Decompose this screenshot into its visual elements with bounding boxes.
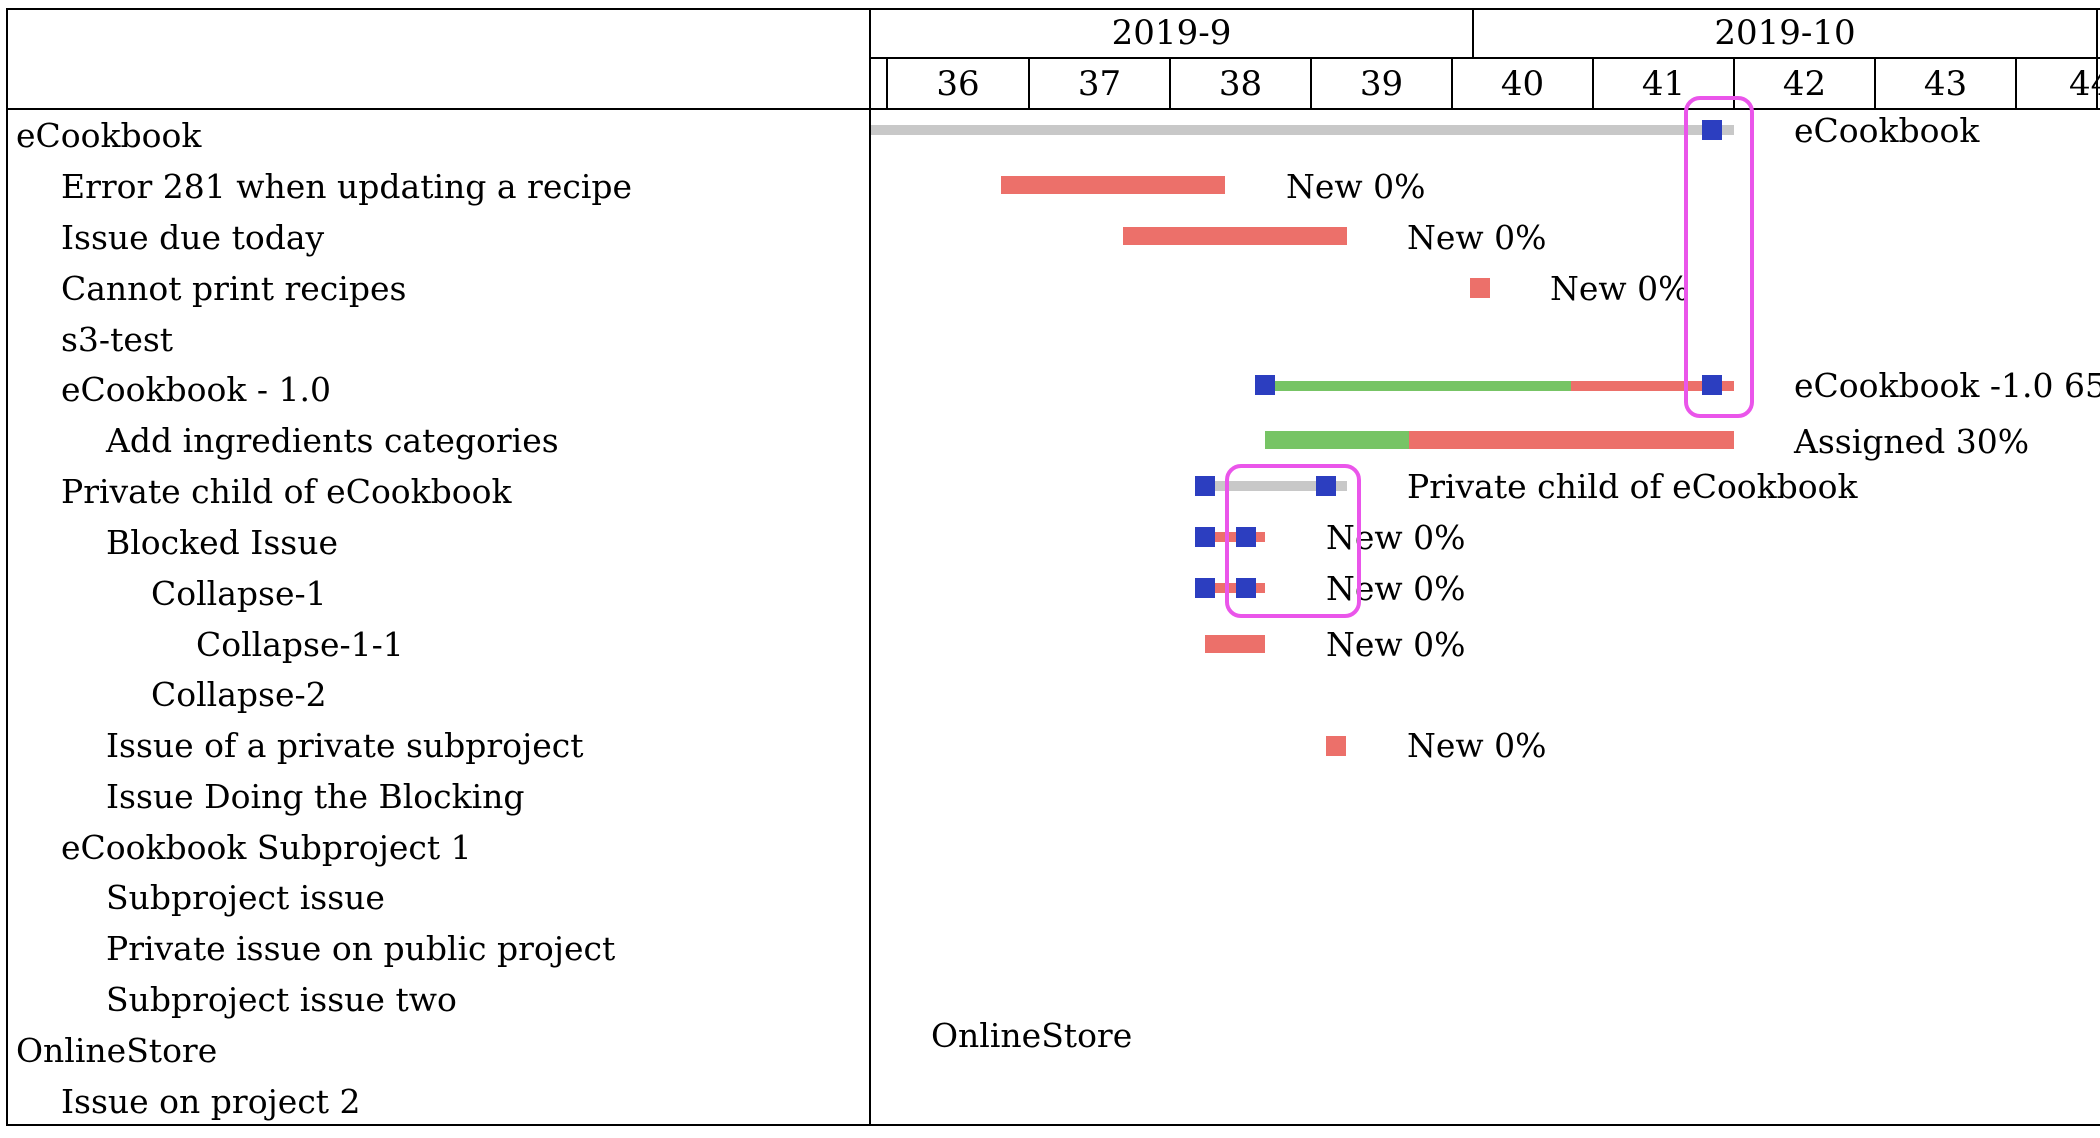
issue-row[interactable]: Subproject issue [106,878,385,917]
bar-label: OnlineStore [931,1016,1133,1055]
project-row-ecookbook[interactable]: eCookbook [16,116,202,155]
subjects-divider[interactable] [869,8,871,1126]
week-separator [2015,58,2017,110]
bar-label: New 0% [1407,726,1547,765]
bar-label: Private child of eCookbook [1407,467,1858,506]
bar-label: New 0% [1550,269,1690,308]
gantt-frame [6,8,2100,1126]
issue-bar-cannot-print[interactable] [1470,278,1490,298]
project-bar-private-child[interactable] [1205,481,1347,491]
milestone-marker[interactable] [1702,120,1722,140]
issue-row[interactable]: Error 281 when updating a recipe [61,167,633,206]
week-separator [1451,58,1453,110]
week-header: 42 [1782,64,1827,104]
issue-row[interactable]: Subproject issue two [106,980,457,1019]
week-header: 38 [1218,64,1263,104]
highlight-box [1225,464,1361,618]
week-header: 36 [936,64,980,104]
week-separator [1028,58,1030,110]
project-start-marker[interactable] [1195,476,1215,496]
week-header: 44 [2069,64,2100,104]
highlight-box [1684,96,1754,418]
week-separator [1310,58,1312,110]
week-separator [1733,58,1735,110]
version-row[interactable]: eCookbook - 1.0 [61,370,331,409]
issue-row[interactable]: Private issue on public project [106,929,616,968]
issue-bar-collapse-1-1[interactable] [1205,635,1265,653]
issue-row[interactable]: Cannot print recipes [61,269,407,308]
bar-label: eCookbook [1794,111,1980,150]
header-divider [6,108,2100,110]
issue-row[interactable]: s3-test [61,320,174,359]
bar-label: Assigned 30% [1794,422,2030,461]
project-row-onlinestore[interactable]: OnlineStore [16,1031,218,1070]
project-end-marker[interactable] [1316,476,1336,496]
version-end-marker[interactable] [1702,375,1722,395]
issue-row[interactable]: Blocked Issue [106,523,338,562]
project-row[interactable]: Private child of eCookbook [61,472,512,511]
issue-bar-collapse-1[interactable] [1205,583,1265,593]
issue-bar-done[interactable] [1265,431,1409,449]
month-separator [1472,8,1474,58]
week-separator [886,58,888,110]
issue-row[interactable]: Issue of a private subproject [106,726,584,765]
week-header: 43 [1923,64,1968,104]
week-header: 40 [1500,64,1545,104]
bar-label: New 0% [1326,518,1466,557]
issue-bar-private-subproject[interactable] [1326,736,1346,756]
issue-row[interactable]: Collapse-1 [151,574,327,613]
week-separator [1169,58,1171,110]
issue-bar-todo[interactable] [1409,431,1734,449]
issue-end-marker[interactable] [1236,527,1256,547]
week-header: 39 [1359,64,1404,104]
issue-start-marker[interactable] [1195,578,1215,598]
version-bar-todo[interactable] [1571,381,1734,391]
issue-end-marker[interactable] [1236,578,1256,598]
month-divider [869,57,2100,59]
issue-bar-error281[interactable] [1001,176,1225,194]
month-header: 2019-9 [1111,13,1232,53]
bar-label: New 0% [1407,218,1547,257]
bar-label: New 0% [1326,569,1466,608]
project-bar-ecookbook[interactable] [871,125,1734,135]
month-header: 2019-10 [1714,13,1856,53]
issue-bar-blocked[interactable] [1205,532,1265,542]
version-bar-done[interactable] [1266,381,1571,391]
week-separator [1592,58,1594,110]
week-separator [1874,58,1876,110]
issue-row[interactable]: Issue Doing the Blocking [106,777,525,816]
bar-label: New 0% [1326,625,1466,664]
version-start-marker[interactable] [1255,375,1275,395]
issue-row[interactable]: Issue on project 2 [61,1082,361,1121]
month-separator [2096,8,2098,108]
project-row[interactable]: eCookbook Subproject 1 [61,828,472,867]
issue-row[interactable]: Collapse-2 [151,675,327,714]
issue-row[interactable]: Issue due today [61,218,325,257]
issue-start-marker[interactable] [1195,527,1215,547]
issue-row[interactable]: Collapse-1-1 [196,625,404,664]
week-header: 41 [1641,64,1686,104]
week-header: 37 [1077,64,1122,104]
bar-label: New 0% [1286,167,1426,206]
issue-bar-due-today[interactable] [1123,227,1347,245]
bar-label: eCookbook -1.0 65% [1794,366,2100,405]
issue-row[interactable]: Add ingredients categories [106,421,559,460]
